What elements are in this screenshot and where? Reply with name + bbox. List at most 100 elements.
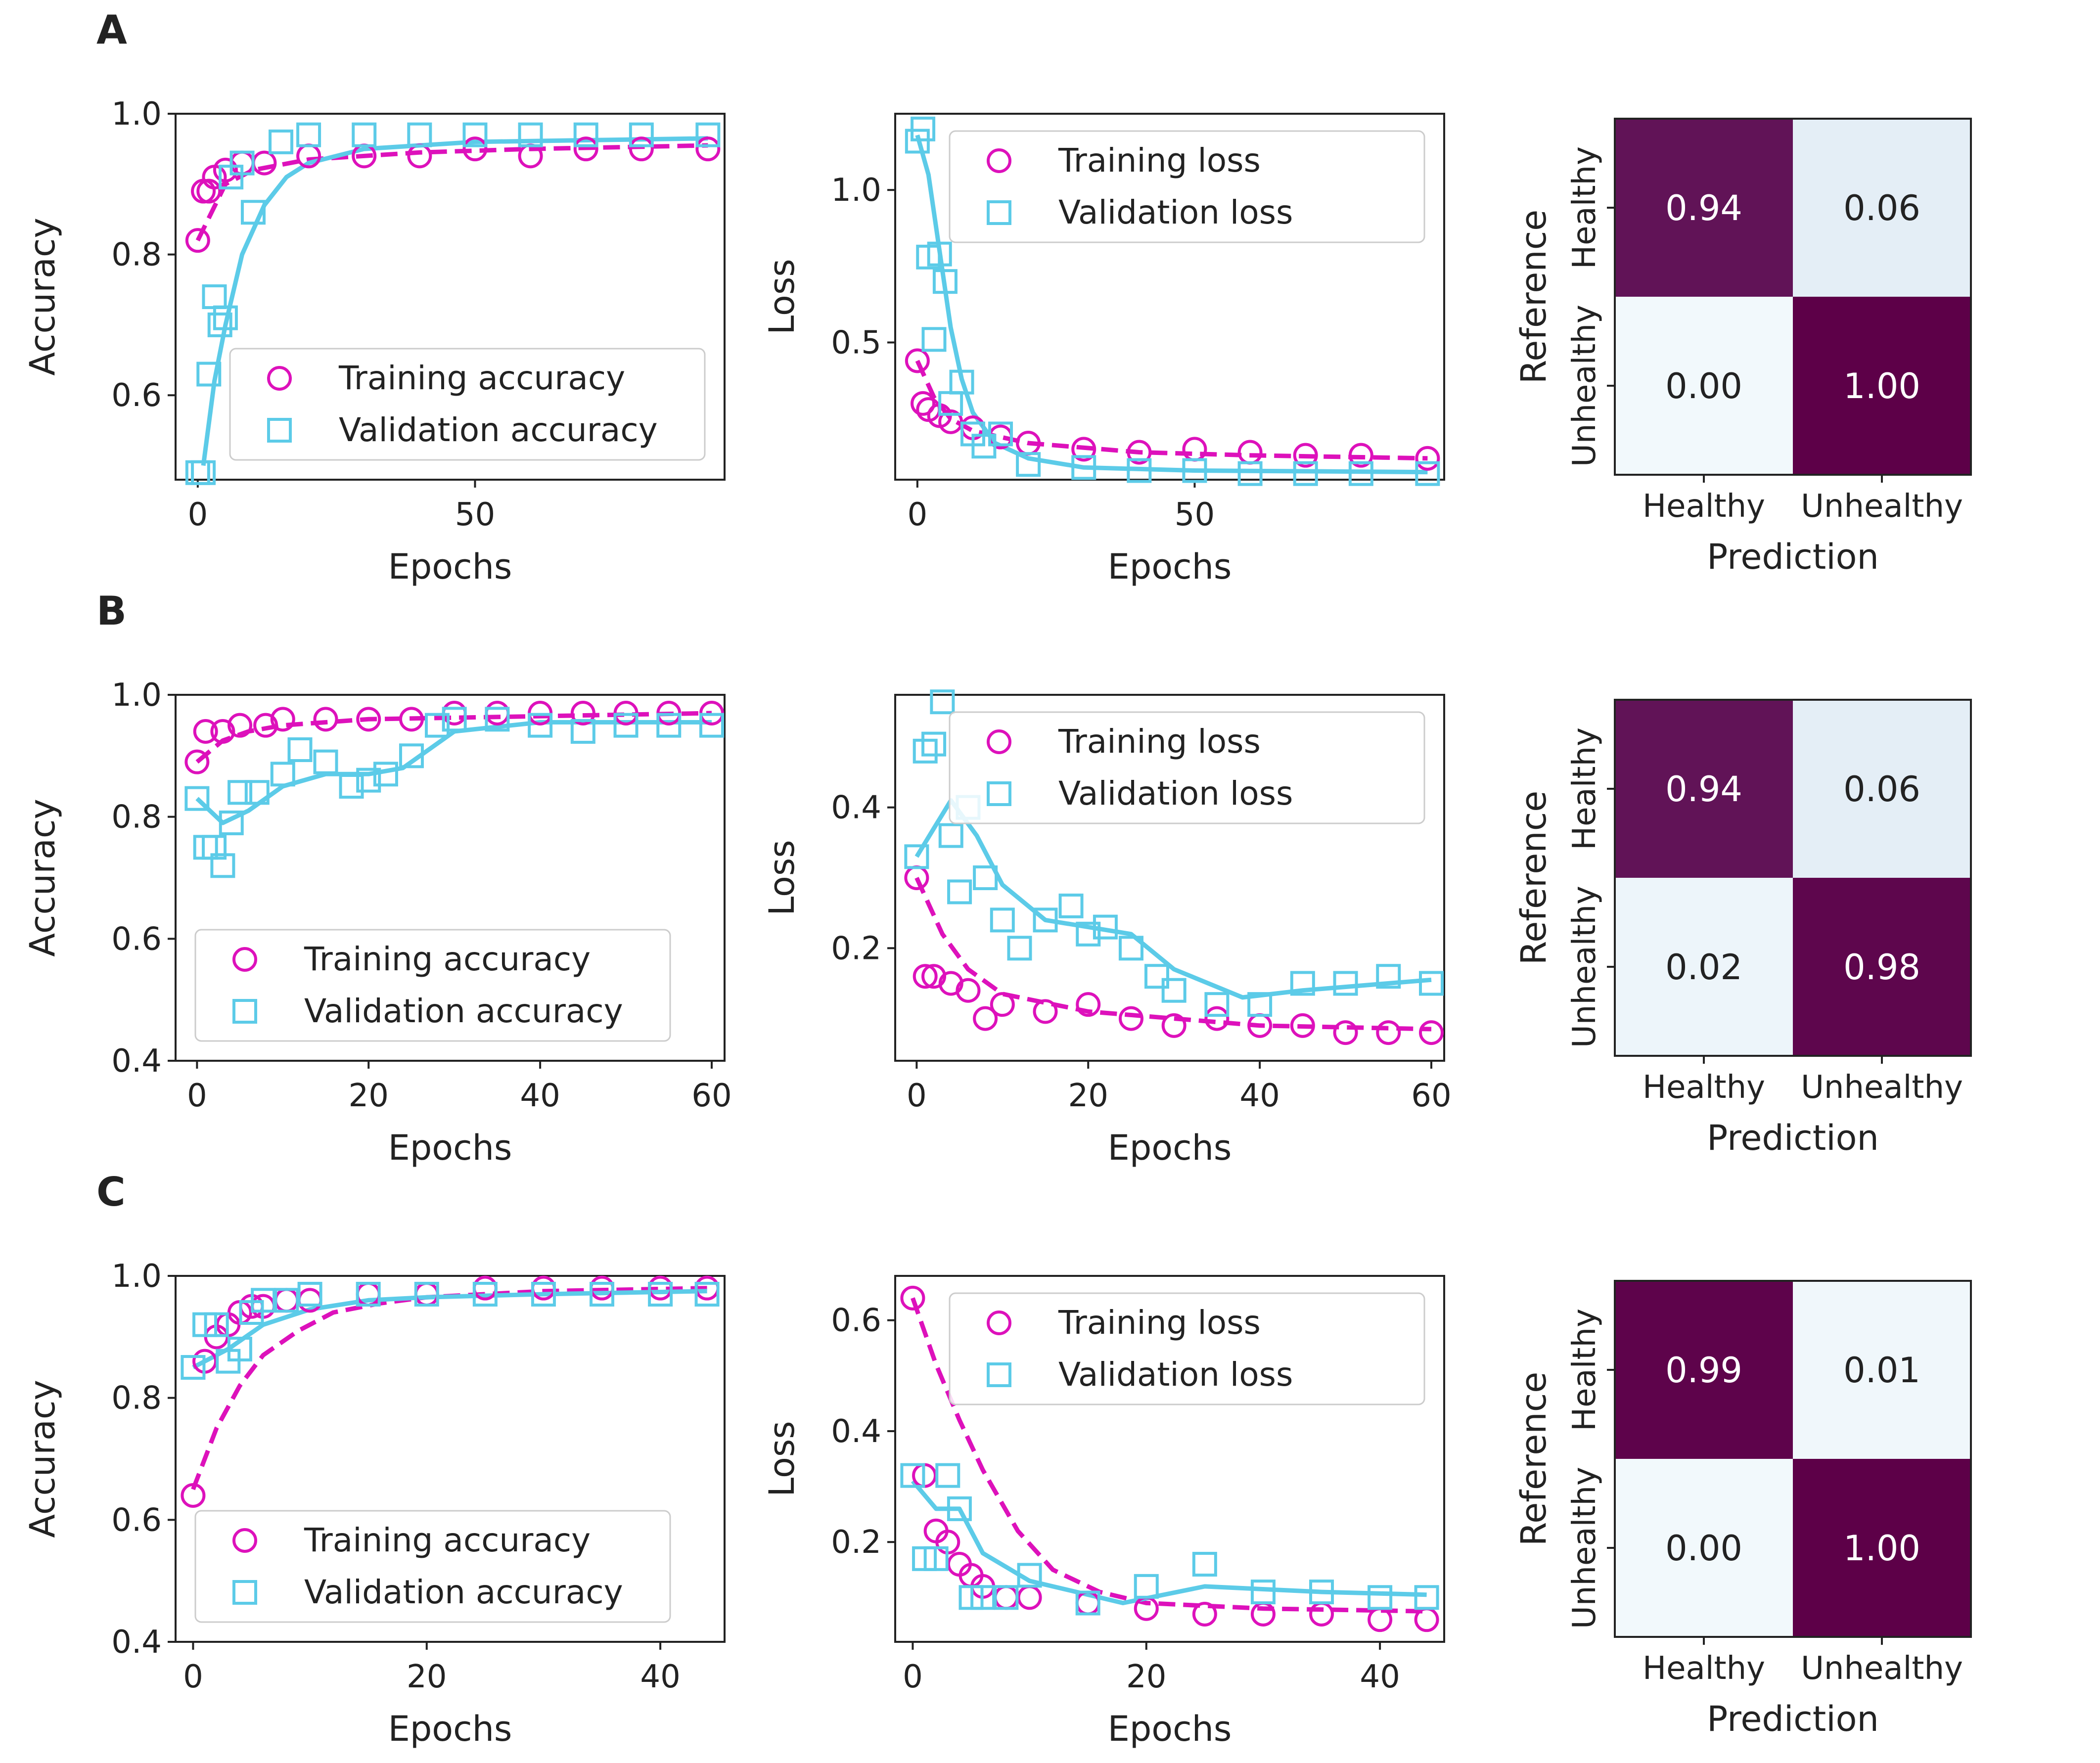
loss-chart: 0 50 0.5 1.0 Epochs Loss Training loss Validati… bbox=[762, 113, 1445, 587]
validation-point bbox=[462, 122, 488, 147]
training-point bbox=[990, 992, 1015, 1017]
matrix-frame bbox=[1614, 118, 1972, 476]
validation-point bbox=[485, 707, 510, 732]
y-category-label: Healthy bbox=[1566, 727, 1603, 850]
y-axis-label: Loss bbox=[762, 840, 802, 916]
training-point bbox=[210, 719, 235, 744]
legend-label: Validation accuracy bbox=[304, 992, 623, 1030]
validation-point bbox=[399, 743, 424, 768]
training-point bbox=[573, 136, 598, 162]
training-point bbox=[485, 701, 510, 725]
validation-point bbox=[1333, 971, 1358, 996]
confusion-cell bbox=[1615, 297, 1793, 475]
training-point bbox=[911, 391, 936, 416]
training-point bbox=[407, 143, 432, 169]
plot-frame bbox=[894, 1275, 1445, 1643]
panel-b-row: B 0 20 40 60 0.4 0.6 0.8 1.0 Epochs Accuracy Train… bbox=[22, 588, 1972, 1168]
validation-point bbox=[442, 707, 467, 732]
legend-label: Training accuracy bbox=[304, 940, 591, 978]
y-tick-label: 0.8 bbox=[111, 1380, 162, 1417]
confusion-cell-value: 0.02 bbox=[1665, 947, 1742, 988]
y-tick-label: 1.0 bbox=[111, 1258, 162, 1295]
training-point bbox=[185, 228, 210, 253]
training-point bbox=[905, 348, 930, 373]
validation-point bbox=[921, 731, 947, 757]
matrix-frame bbox=[1614, 1280, 1972, 1638]
validation-point bbox=[694, 1282, 720, 1307]
validation-fit-line bbox=[192, 1289, 707, 1369]
legend: Training accuracy Validation accuracy bbox=[194, 1510, 671, 1623]
legend-training-marker bbox=[987, 148, 1011, 173]
confusion-cell bbox=[1793, 1459, 1971, 1637]
validation-point bbox=[181, 1355, 206, 1380]
validation-point bbox=[1118, 936, 1143, 961]
accuracy-chart: 0 50 0.6 0.8 1.0 Epochs Accuracy Training accur… bbox=[22, 96, 726, 587]
y-category-label: Unhealthy bbox=[1566, 886, 1603, 1048]
x-tick-label: 0 bbox=[903, 1659, 923, 1695]
legend-validation-marker bbox=[987, 200, 1011, 225]
validation-point bbox=[629, 122, 654, 147]
validation-point bbox=[207, 312, 232, 337]
x-axis-label: Epochs bbox=[1108, 1128, 1232, 1168]
validation-point bbox=[900, 1463, 925, 1488]
training-point bbox=[356, 707, 381, 732]
validation-point bbox=[296, 122, 321, 147]
confusion-cell bbox=[1615, 700, 1793, 878]
validation-point bbox=[904, 844, 929, 869]
training-point bbox=[1076, 992, 1101, 1017]
validation-fit-line bbox=[915, 134, 1428, 475]
validation-point bbox=[1247, 992, 1273, 1017]
validation-point bbox=[1076, 921, 1101, 947]
legend-label: Validation loss bbox=[1058, 193, 1293, 231]
validation-point bbox=[994, 1585, 1019, 1610]
x-category-label: Healthy bbox=[1643, 1069, 1765, 1106]
legend: Training accuracy Validation accuracy bbox=[229, 348, 706, 461]
training-point bbox=[1017, 1585, 1042, 1610]
validation-point bbox=[339, 774, 364, 799]
training-point bbox=[1418, 1020, 1444, 1045]
y-tick-label: 0.4 bbox=[831, 1413, 881, 1450]
training-point bbox=[313, 707, 338, 732]
training-point bbox=[900, 1285, 925, 1311]
confusion-cell-value: 0.01 bbox=[1843, 1350, 1920, 1391]
validation-point bbox=[970, 1585, 996, 1610]
validation-fit-line bbox=[914, 798, 1432, 1000]
legend-label: Training loss bbox=[1058, 1304, 1261, 1342]
panel-letter: C bbox=[96, 1169, 126, 1215]
validation-point bbox=[927, 241, 952, 267]
validation-point bbox=[1237, 461, 1263, 486]
x-tick-label: 40 bbox=[520, 1078, 560, 1114]
validation-fit-line bbox=[911, 1479, 1427, 1605]
validation-point bbox=[228, 780, 253, 805]
validation-point bbox=[202, 284, 227, 309]
confusion-cell-value: 0.00 bbox=[1665, 366, 1742, 407]
validation-point bbox=[1161, 978, 1187, 1003]
validation-point bbox=[184, 786, 210, 811]
y-tick-label: 0.4 bbox=[831, 790, 881, 826]
confusion-cell-value: 1.00 bbox=[1843, 366, 1920, 407]
x-tick-label: 40 bbox=[1239, 1078, 1279, 1114]
validation-point bbox=[1071, 455, 1096, 480]
training-point bbox=[399, 707, 424, 732]
y-tick-label: 1.0 bbox=[831, 172, 881, 209]
validation-point bbox=[990, 907, 1015, 933]
x-tick-label: 40 bbox=[640, 1659, 680, 1695]
validation-point bbox=[695, 122, 721, 147]
validation-point bbox=[407, 122, 432, 147]
validation-point bbox=[947, 1496, 972, 1521]
validation-point bbox=[1204, 992, 1230, 1017]
x-tick-label: 20 bbox=[1126, 1659, 1166, 1695]
legend-training-marker bbox=[232, 947, 257, 972]
validation-point bbox=[1415, 461, 1440, 486]
training-point bbox=[973, 1006, 998, 1031]
y-axis-label: Reference bbox=[1513, 210, 1554, 384]
validation-point bbox=[356, 1282, 381, 1307]
x-tick-label: 50 bbox=[1175, 497, 1215, 533]
training-point bbox=[1414, 1607, 1439, 1632]
confusion-matrix: 0.94 0.06 0.00 1.00 Healthy Healthy Unhealthy U… bbox=[1513, 118, 1972, 577]
validation-point bbox=[196, 362, 222, 387]
accuracy-chart: 0 20 40 60 0.4 0.6 0.8 1.0 Epochs Accuracy Trainin… bbox=[22, 677, 732, 1168]
confusion-cell-value: 0.94 bbox=[1665, 769, 1742, 810]
validation-point bbox=[656, 713, 682, 738]
